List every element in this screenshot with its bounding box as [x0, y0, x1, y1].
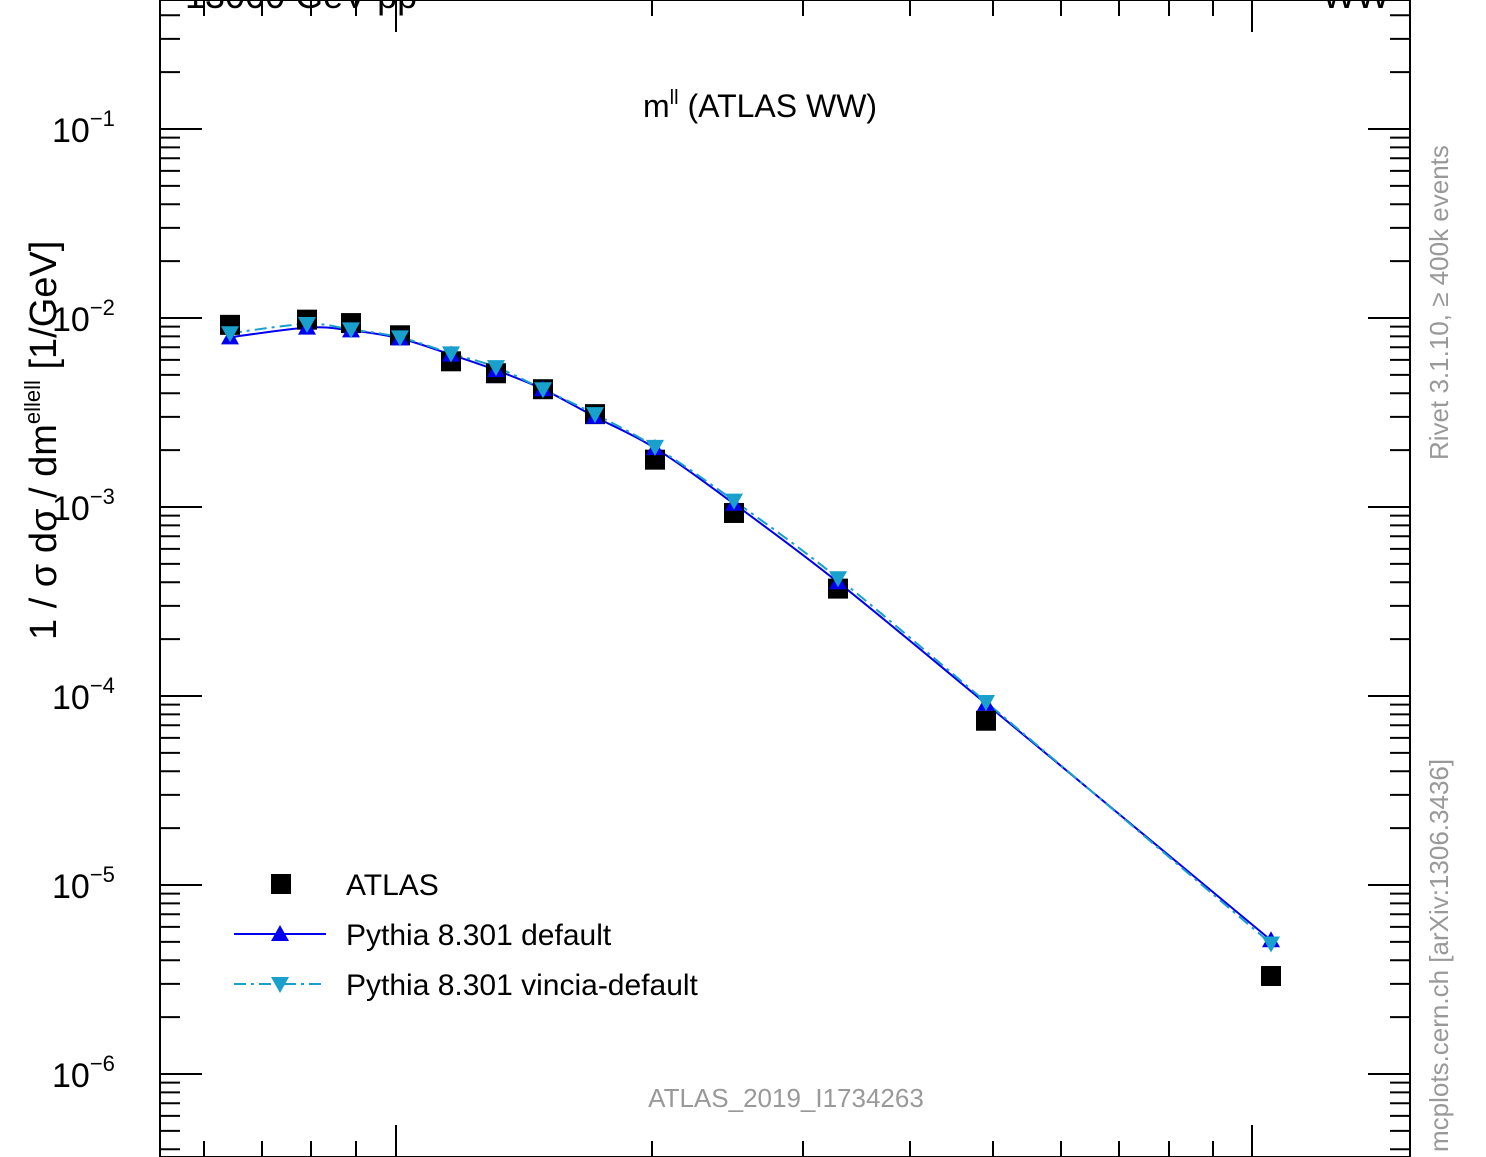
plot-frame	[159, 0, 1411, 1157]
data-point-pythia-vincia	[442, 346, 460, 363]
data-point-pythia-vincia	[725, 493, 743, 510]
data-point-pythia-vincia	[646, 439, 664, 456]
data-point-pythia-vincia	[829, 571, 847, 588]
legend-marker-atlas	[271, 874, 291, 894]
data-point-pythia-vincia	[298, 316, 316, 333]
y-tick-label: 10−5	[52, 862, 115, 906]
data-point-atlas	[1261, 966, 1281, 987]
data-point-pythia-vincia	[391, 330, 409, 347]
data-point-pythia-vincia	[221, 326, 239, 343]
legend: ATLAS Pythia 8.301 default Pythia 8.301 …	[234, 869, 699, 1002]
rivet-info: Rivet 3.1.10, ≥ 400k events	[1424, 145, 1454, 460]
analysis-id: ATLAS_2019_I1734263	[648, 1083, 924, 1113]
data-point-atlas	[976, 710, 996, 731]
legend-marker-default	[271, 925, 289, 941]
axis-ticks	[160, 0, 1410, 1157]
legend-label-atlas: ATLAS	[346, 869, 439, 902]
y-tick-labels: 10−1 10−2 10−3 10−4 10−5 10−6	[52, 106, 115, 1095]
header-right: WW	[1322, 0, 1390, 16]
data-point-pythia-vincia	[977, 694, 995, 711]
y-tick-label: 10−4	[52, 673, 115, 717]
data-point-pythia-vincia	[342, 322, 360, 339]
plot-title: mll (ATLAS WW)	[643, 87, 877, 124]
y-tick-label: 10−2	[52, 295, 115, 339]
legend-label-default: Pythia 8.301 default	[346, 919, 612, 952]
data-point-pythia-vincia	[1262, 936, 1280, 953]
data-point-pythia-vincia	[586, 407, 604, 424]
series-line-pythia-vincia	[229, 322, 1272, 945]
y-tick-label: 10−1	[52, 106, 115, 150]
legend-marker-vincia	[271, 977, 289, 993]
y-axis-label: 1 / σ dσ / dmellell [1/GeV]	[20, 241, 65, 640]
data-point-pythia-vincia	[534, 382, 552, 399]
y-tick-label: 10−6	[52, 1051, 115, 1095]
series-line-pythia-default	[229, 326, 1272, 942]
legend-label-vincia: Pythia 8.301 vincia-default	[346, 969, 699, 1002]
y-tick-label: 10−3	[52, 484, 115, 528]
data-point-pythia-vincia	[487, 360, 505, 377]
header-left: 13000 GeV pp	[185, 0, 417, 16]
mcplots-ref: mcplots.cern.ch [arXiv:1306.3436]	[1424, 759, 1454, 1152]
series-layer	[220, 309, 1281, 987]
